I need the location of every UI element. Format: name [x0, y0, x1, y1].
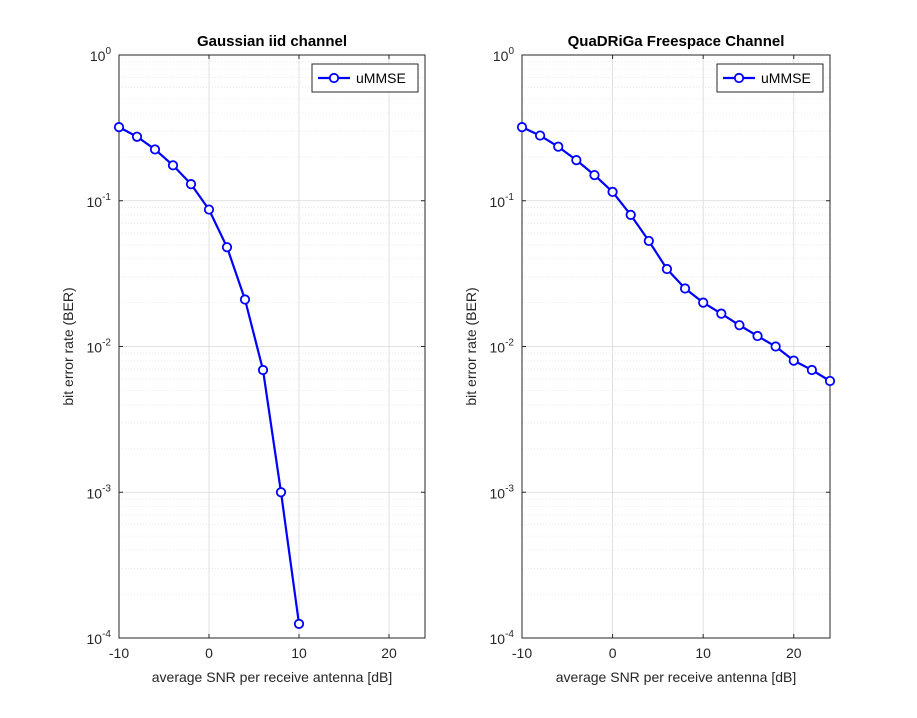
- data-point: [752, 330, 763, 342]
- legend-entry: uMMSE: [761, 70, 811, 86]
- data-point: [788, 355, 799, 366]
- data-point: [167, 160, 179, 171]
- data-point: [516, 122, 528, 133]
- legend: uMMSE: [716, 63, 824, 93]
- data-point: [625, 209, 636, 220]
- x-tick-label: 20: [786, 645, 802, 661]
- y-tick-label: 10-2: [490, 338, 515, 356]
- data-point: [679, 283, 691, 294]
- chart-title: QuaDRiGa Freespace Channel: [568, 33, 785, 50]
- data-point: [535, 130, 546, 141]
- data-point: [716, 308, 727, 319]
- data-point: [806, 364, 817, 376]
- data-point: [185, 179, 197, 190]
- x-axis-label: average SNR per receive antenna [dB]: [152, 669, 392, 685]
- x-tick-label: -10: [109, 645, 129, 661]
- y-tick-label: 10-1: [490, 192, 515, 210]
- data-point: [221, 242, 233, 253]
- data-point: [589, 169, 600, 181]
- x-tick-label: 10: [695, 645, 711, 661]
- data-point: [698, 297, 709, 308]
- y-tick-label: 100: [493, 46, 515, 64]
- subplot-gaussian-iid: -10 0 10 20 10-4 10-3 10-2 10-1 100 Gaussian iid …: [60, 33, 426, 685]
- y-tick-label: 10-2: [87, 338, 112, 356]
- legend-marker-icon: [328, 72, 340, 84]
- data-point: [643, 235, 654, 247]
- data-point: [824, 375, 836, 387]
- data-point: [293, 618, 305, 629]
- data-point: [203, 204, 215, 215]
- x-tick-label: 20: [381, 645, 397, 661]
- y-tick-label: 10-4: [87, 629, 112, 647]
- data-point: [770, 341, 781, 352]
- subplot-quadriga-freespace: -10 0 10 20 10-4 10-3 10-2 10-1 100 QuaDRiGa Free…: [463, 33, 836, 685]
- y-tick-label: 10-3: [87, 483, 112, 501]
- x-tick-label: 0: [205, 645, 213, 661]
- data-point: [734, 320, 745, 331]
- x-tick-label: 0: [609, 645, 617, 661]
- y-tick-label: 10-3: [490, 483, 515, 501]
- y-axis-label: bit error rate (BER): [60, 287, 76, 405]
- data-point: [661, 263, 673, 275]
- data-point: [553, 141, 564, 152]
- legend: uMMSE: [311, 63, 419, 93]
- data-point: [607, 186, 618, 198]
- data-point: [113, 122, 125, 133]
- data-point: [275, 487, 287, 498]
- data-point: [131, 131, 143, 142]
- y-tick-label: 10-4: [490, 629, 515, 647]
- y-tick-label: 10-1: [87, 192, 112, 210]
- x-tick-label: -10: [512, 645, 532, 661]
- x-axis-label: average SNR per receive antenna [dB]: [556, 669, 796, 685]
- x-tick-label: 10: [291, 645, 307, 661]
- data-point: [239, 294, 251, 305]
- legend-entry: uMMSE: [356, 70, 406, 86]
- chart-title: Gaussian iid channel: [197, 33, 347, 50]
- data-point: [571, 155, 582, 166]
- data-point: [257, 364, 269, 376]
- y-tick-label: 100: [90, 46, 112, 64]
- data-point: [149, 144, 161, 155]
- y-axis-label: bit error rate (BER): [463, 287, 479, 405]
- legend-marker-icon: [733, 72, 745, 84]
